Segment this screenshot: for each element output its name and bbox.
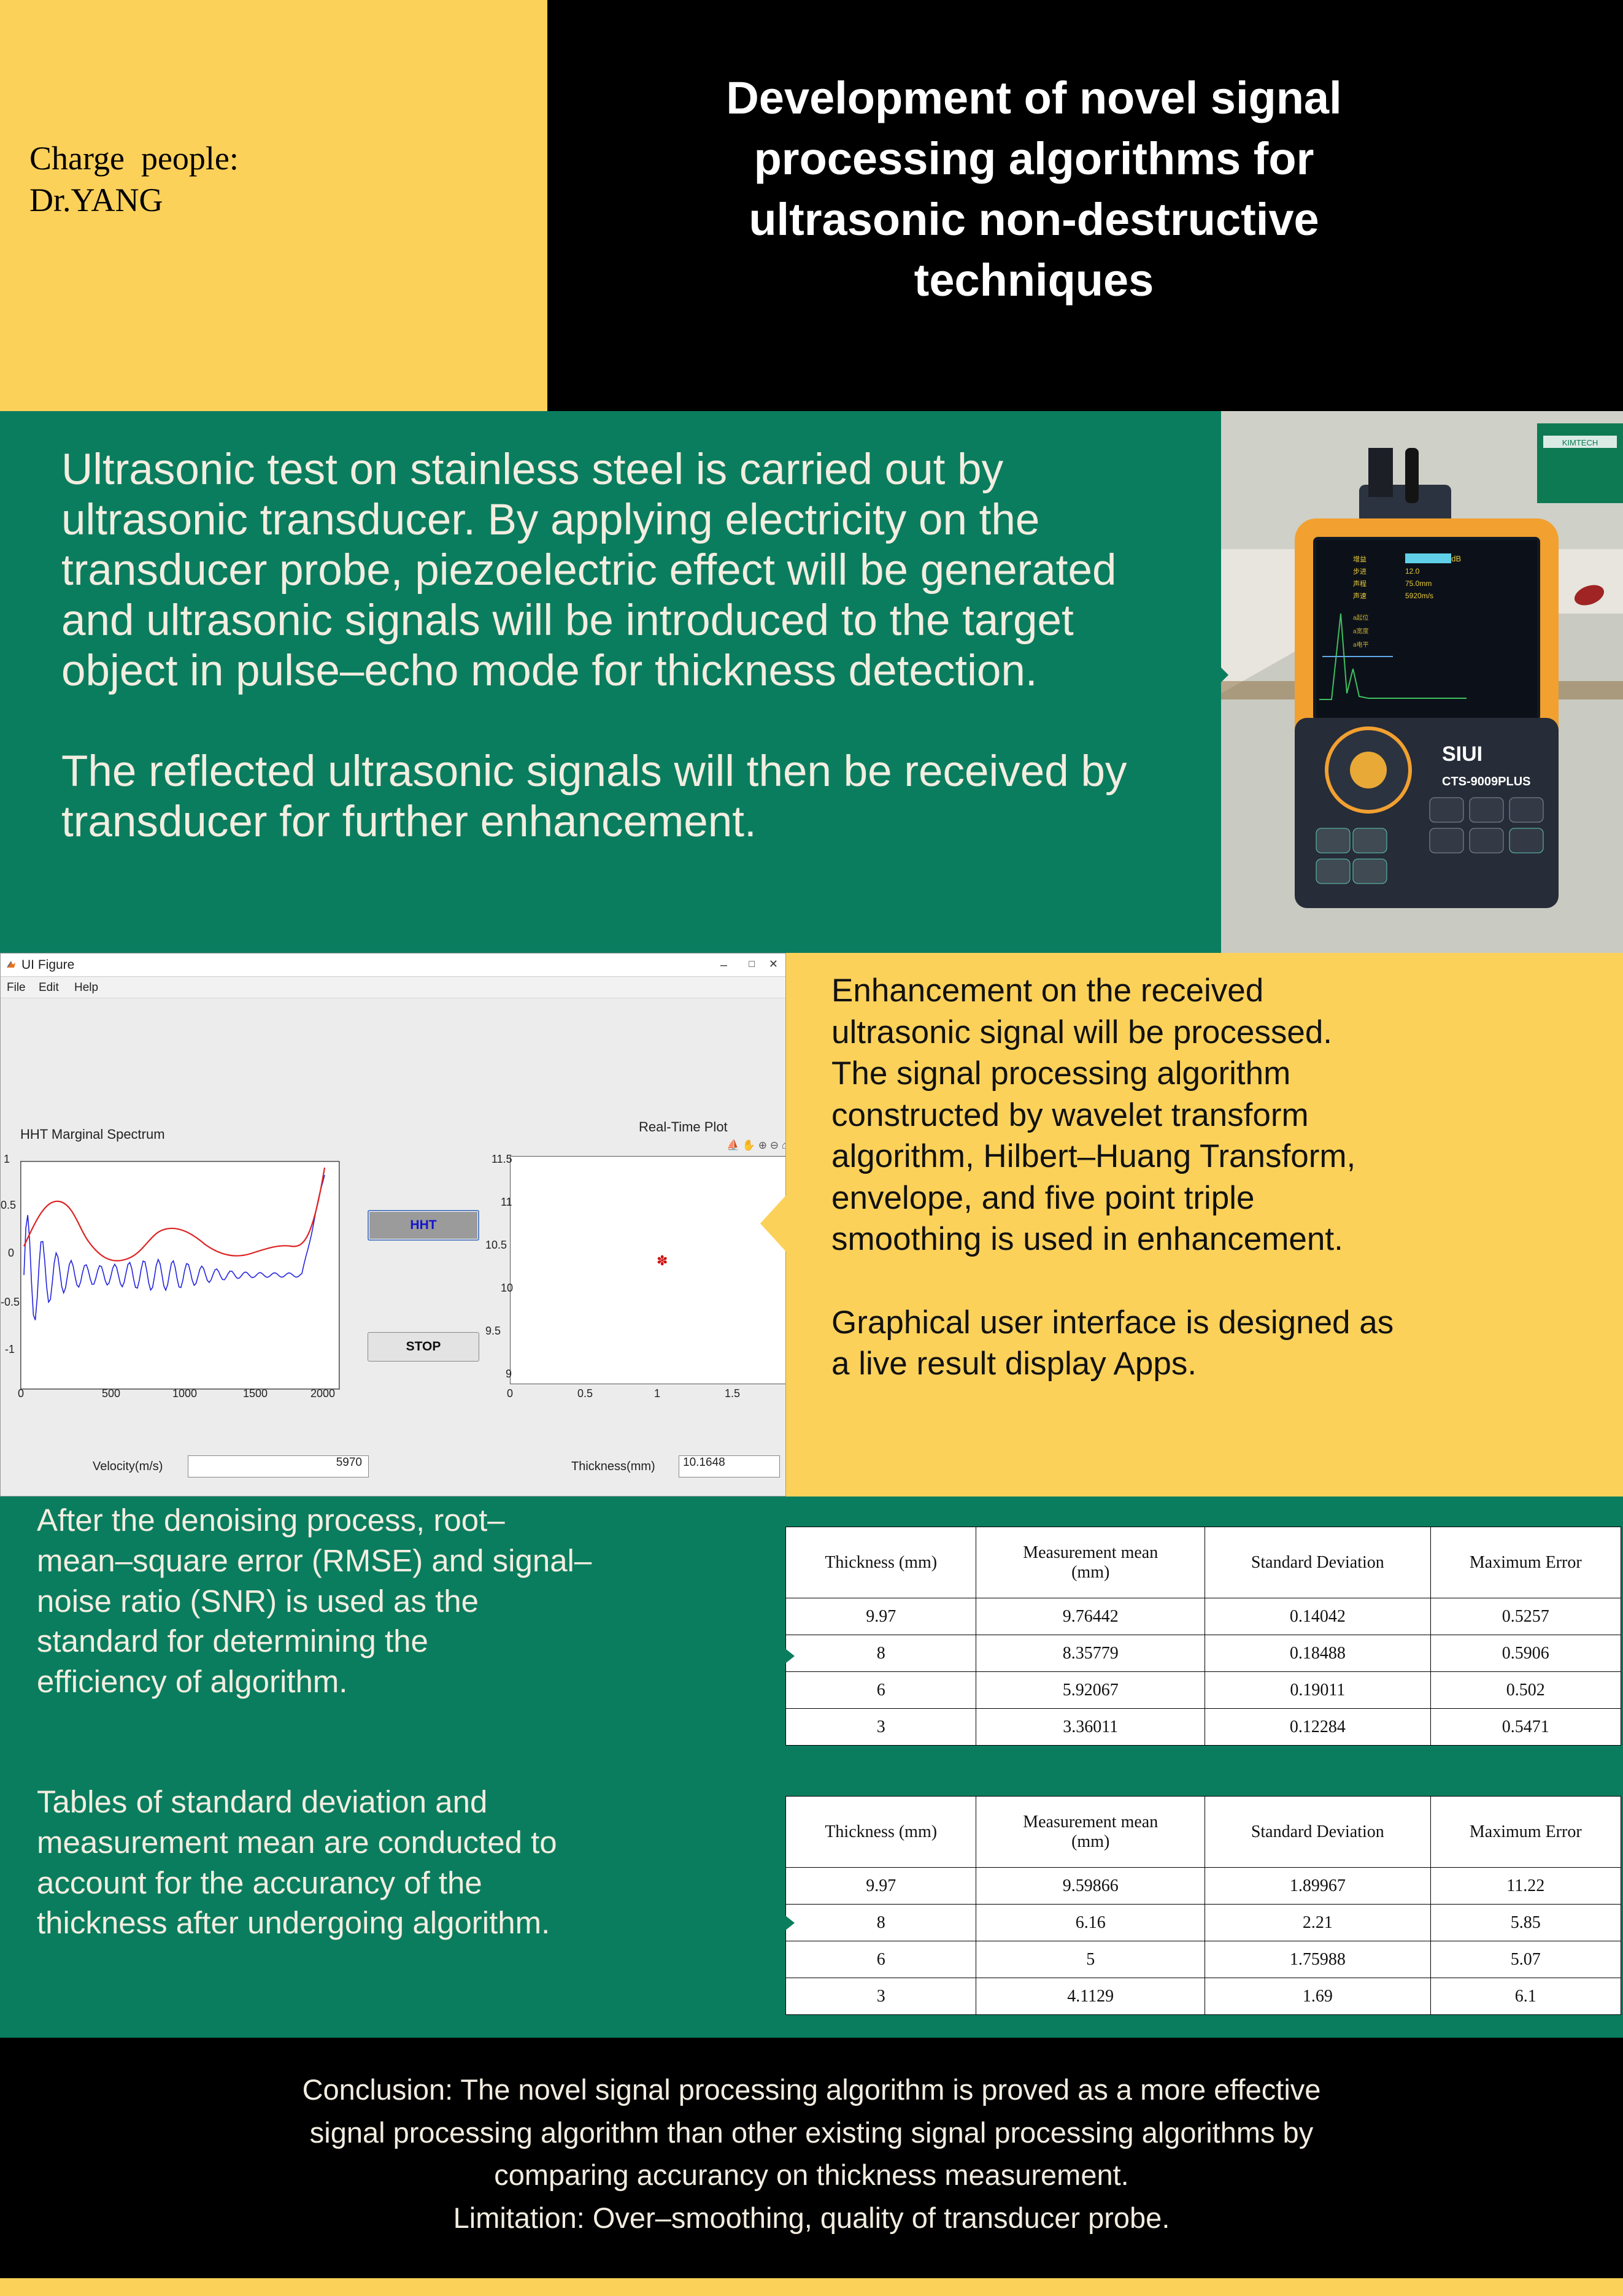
svg-text:a电平: a电平 bbox=[1353, 641, 1369, 649]
svg-text:75.0mm: 75.0mm bbox=[1405, 579, 1432, 588]
svg-text:声速: 声速 bbox=[1353, 591, 1367, 600]
svg-text:CTS-9009PLUS: CTS-9009PLUS bbox=[1442, 775, 1531, 788]
svg-text:KIMTECH: KIMTECH bbox=[1562, 438, 1598, 447]
svg-text:SIUI: SIUI bbox=[1442, 742, 1482, 766]
svg-text:声程: 声程 bbox=[1353, 579, 1367, 588]
svg-text:12.0: 12.0 bbox=[1405, 567, 1420, 576]
svg-text:5920m/s: 5920m/s bbox=[1405, 591, 1433, 600]
svg-text:增益: 增益 bbox=[1353, 555, 1367, 563]
svg-text:步进: 步进 bbox=[1353, 568, 1367, 576]
svg-text:a起位: a起位 bbox=[1353, 614, 1369, 622]
svg-text:a宽度: a宽度 bbox=[1353, 627, 1369, 635]
